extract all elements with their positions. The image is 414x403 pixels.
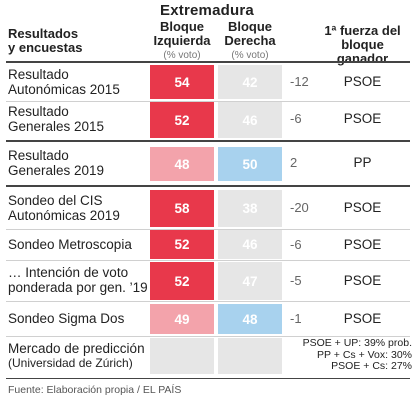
row-label-line1: Sondeo del CIS [8, 193, 103, 208]
header-left-bloc-line2: Izquierda [153, 33, 211, 48]
row-label: … Intención de voto ponderada por gen. ’… [8, 265, 148, 295]
header-results-line1: Resultados [8, 26, 79, 41]
table-row: Resultado Autonómicas 2015 54 42 -12 PSO… [0, 63, 414, 101]
right-bloc-value: 38 [218, 190, 282, 227]
difference-value: -12 [290, 74, 309, 89]
row-label-line2: Generales 2015 [8, 119, 105, 134]
row-label-line1: Resultado [8, 104, 69, 119]
row-label-line1: Sondeo Sigma Dos [8, 311, 125, 326]
header-right-bloc-line1: Bloque [227, 19, 273, 34]
row-label-line1: Resultado [8, 67, 69, 82]
left-bloc-value: 52 [150, 230, 214, 259]
winner-party: PSOE [343, 311, 382, 326]
prediction-market-notes: PSOE + UP: 39% prob. PP + Cs + Vox: 30% … [290, 337, 412, 373]
row-label: Resultado Generales 2019 [8, 148, 104, 178]
header-divider [6, 61, 410, 63]
row-label-line1: … Intención de voto [8, 265, 129, 280]
header-results: Resultados y encuestas [8, 27, 82, 55]
left-bloc-value: 54 [150, 65, 214, 99]
row-label: Sondeo del CIS Autonómicas 2019 [8, 193, 120, 223]
winner-party: PSOE [343, 237, 382, 252]
header-right-bloc-line2: Derecha [224, 33, 276, 48]
difference-value: 2 [290, 155, 298, 170]
right-bloc-value: 48 [218, 304, 282, 334]
row-label: Resultado Generales 2015 [8, 104, 104, 134]
row-label-line2: Autonómicas 2019 [8, 208, 120, 223]
row-divider [6, 260, 410, 261]
table-row: … Intención de voto ponderada por gen. ’… [0, 261, 414, 301]
difference-value: -5 [290, 273, 302, 288]
right-bloc-value: 47 [218, 262, 282, 300]
left-bloc-value: 48 [150, 147, 214, 181]
market-note: PP + Cs + Vox: 30% [317, 348, 412, 361]
row-label-line2: (Universidad de Zúrich) [8, 356, 133, 370]
row-label: Sondeo Sigma Dos [8, 311, 124, 326]
difference-value: -20 [290, 200, 309, 215]
left-bloc-empty [150, 338, 214, 374]
header-results-line2: y encuestas [8, 40, 83, 55]
row-divider [6, 101, 410, 102]
left-bloc-value: 52 [150, 102, 214, 138]
right-bloc-value: 42 [218, 65, 282, 99]
winner-party: PSOE [343, 74, 382, 89]
table-row: Mercado de predicción (Universidad de Zú… [0, 337, 414, 377]
row-label-line2: ponderada por gen. ’19 [8, 280, 148, 295]
right-bloc-value: 46 [218, 102, 282, 138]
row-label-line1: Resultado [8, 148, 69, 163]
section-divider [6, 185, 410, 187]
left-bloc-value: 52 [150, 262, 214, 300]
right-bloc-empty [218, 338, 282, 374]
row-label-line1: Mercado de predicción [8, 341, 145, 356]
header-winner-line1: 1ª fuerza del [324, 23, 401, 38]
source-note: Fuente: Elaboración propia / EL PAÍS [8, 384, 182, 396]
table-row: Resultado Generales 2019 48 50 2 PP [0, 145, 414, 183]
right-bloc-value: 50 [218, 147, 282, 181]
header-left-bloc-unit: (% voto) [163, 50, 201, 61]
row-divider [6, 336, 410, 337]
header-right-bloc: Bloque Derecha (% voto) [218, 20, 282, 63]
table-row: Sondeo Sigma Dos 49 48 -1 PSOE [0, 302, 414, 336]
header-left-bloc-line1: Bloque [159, 19, 205, 34]
row-divider [6, 301, 410, 302]
table-row: Sondeo Metroscopia 52 46 -6 PSOE [0, 230, 414, 260]
winner-party: PSOE [343, 111, 382, 126]
header-right-bloc-unit: (% voto) [231, 50, 269, 61]
row-label: Mercado de predicción (Universidad de Zú… [8, 341, 145, 371]
row-label-line2: Generales 2019 [8, 163, 105, 178]
difference-value: -6 [290, 111, 302, 126]
market-note: PSOE + Cs: 27% [331, 360, 412, 372]
page-title: Extremadura [160, 2, 254, 19]
winner-party: PSOE [343, 273, 382, 288]
row-label: Resultado Autonómicas 2015 [8, 67, 120, 97]
right-bloc-value: 46 [218, 230, 282, 259]
row-label-line2: Autonómicas 2015 [8, 82, 120, 97]
table-row: Resultado Generales 2015 52 46 -6 PSOE [0, 102, 414, 140]
market-note: PSOE + UP: 39% prob. [302, 337, 412, 349]
row-label-line1: Sondeo Metroscopia [8, 237, 132, 252]
left-bloc-value: 49 [150, 304, 214, 334]
winner-party: PSOE [343, 200, 382, 215]
header-left-bloc: Bloque Izquierda (% voto) [150, 20, 214, 63]
section-divider [6, 140, 410, 142]
header-winner: 1ª fuerza del bloque ganador [315, 24, 410, 66]
left-bloc-value: 58 [150, 190, 214, 227]
row-label: Sondeo Metroscopia [8, 237, 132, 252]
row-divider [6, 229, 410, 230]
table-row: Sondeo del CIS Autonómicas 2019 58 38 -2… [0, 189, 414, 229]
table-bottom-divider [6, 378, 410, 379]
difference-value: -1 [290, 311, 302, 326]
winner-party: PP [353, 155, 372, 170]
difference-value: -6 [290, 237, 302, 252]
